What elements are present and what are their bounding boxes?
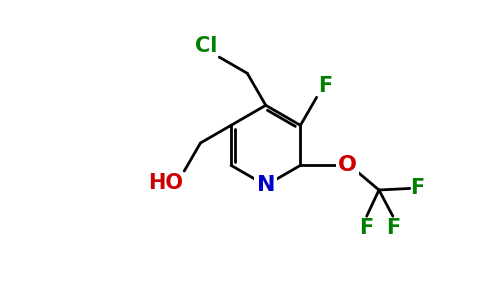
Text: F: F (387, 218, 401, 238)
Text: F: F (359, 218, 373, 238)
Text: N: N (257, 176, 275, 195)
Text: O: O (338, 155, 357, 176)
Text: F: F (318, 76, 333, 96)
Text: Cl: Cl (196, 36, 218, 56)
Text: F: F (410, 178, 425, 199)
Text: HO: HO (148, 172, 182, 193)
